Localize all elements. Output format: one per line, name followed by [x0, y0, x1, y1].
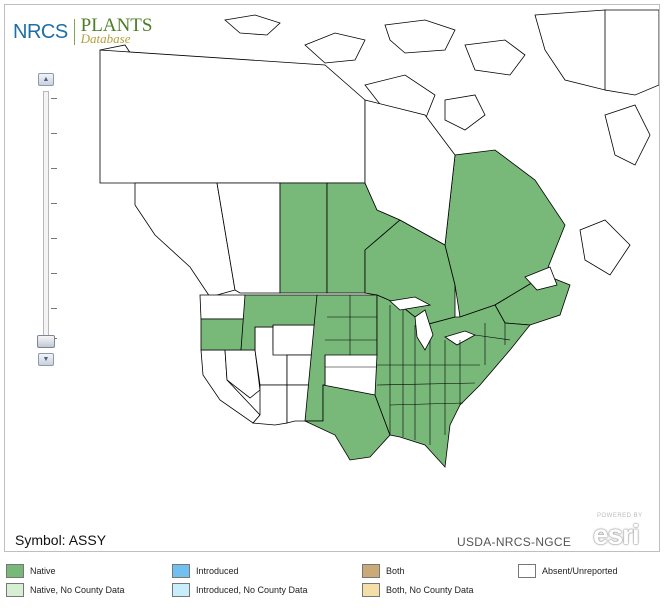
region-newfoundland — [579, 219, 631, 276]
zoom-slider[interactable]: ▲ ▼ — [36, 73, 57, 366]
region-washington — [199, 294, 246, 320]
native-regions — [200, 149, 571, 468]
legend-label: Absent/Unreported — [542, 566, 618, 576]
zoom-tick — [51, 98, 57, 99]
legend-label: Introduced, No County Data — [196, 585, 308, 595]
legend-swatch — [362, 564, 380, 578]
zoom-tick — [51, 203, 57, 204]
legend-swatch — [172, 583, 190, 597]
legend-item-native: Native — [6, 564, 56, 578]
state-boundaries — [325, 295, 511, 445]
legend-item-absent: Absent/Unreported — [518, 564, 618, 578]
zoom-tick — [51, 308, 57, 309]
zoom-tick — [51, 273, 57, 274]
plants-wordmark: PLANTS — [80, 14, 153, 36]
great-lakes-michigan-huron — [414, 309, 434, 351]
symbol-label: Symbol: ASSY — [15, 532, 107, 548]
esri-wordmark: esri — [593, 519, 640, 550]
region-oregon — [200, 318, 246, 351]
region-wyoming — [272, 324, 316, 356]
legend-item-introduced: Introduced — [172, 564, 239, 578]
legend-swatch — [518, 564, 536, 578]
legend-label: Introduced — [196, 566, 239, 576]
legend-label: Native — [30, 566, 56, 576]
zoom-thumb[interactable] — [37, 335, 55, 348]
map-credit: USDA-NRCS-NGCE — [457, 535, 572, 549]
legend-label: Native, No County Data — [30, 585, 125, 595]
legend-item-both: Both — [362, 564, 405, 578]
map-legend: Native Native, No County Data Introduced… — [0, 560, 664, 612]
legend-item-native-no-county: Native, No County Data — [6, 583, 125, 597]
legend-swatch — [172, 564, 190, 578]
zoom-in-button[interactable]: ▲ — [38, 73, 54, 86]
legend-swatch — [362, 583, 380, 597]
zoom-tick — [51, 238, 57, 239]
zoom-tick — [51, 168, 57, 169]
hudson-bay — [364, 99, 456, 246]
plants-logo[interactable]: NRCS PLANTS Database — [13, 16, 153, 46]
zoom-out-button[interactable]: ▼ — [38, 353, 54, 366]
legend-item-both-no-county: Both, No County Data — [362, 583, 474, 597]
map-canvas[interactable] — [5, 5, 659, 551]
legend-swatch — [6, 564, 24, 578]
esri-powered-by: POWERED BY — [597, 513, 643, 519]
region-alberta — [216, 182, 281, 294]
nrcs-logo: NRCS — [13, 20, 68, 43]
legend-label: Both — [386, 566, 405, 576]
database-wordmark: Database — [80, 30, 131, 46]
legend-label: Both, No County Data — [386, 585, 474, 595]
legend-swatch — [6, 583, 24, 597]
region-alaska-yukon-nwt — [99, 49, 366, 184]
zoom-tick — [51, 133, 57, 134]
legend-item-introduced-no-county: Introduced, No County Data — [172, 583, 308, 597]
logo-divider — [73, 19, 75, 45]
great-lakes-superior — [389, 296, 432, 311]
esri-logo[interactable]: POWERED BY esri — [591, 513, 657, 550]
distribution-map[interactable]: NRCS PLANTS Database ▲ ▼ Symbol: ASSY US… — [4, 4, 660, 552]
region-greenland-west — [604, 9, 659, 96]
zoom-track[interactable] — [43, 91, 49, 345]
plants-database-logo: PLANTS Database — [80, 16, 153, 46]
gulf-st-lawrence — [524, 266, 558, 291]
region-saskatchewan — [279, 182, 328, 294]
